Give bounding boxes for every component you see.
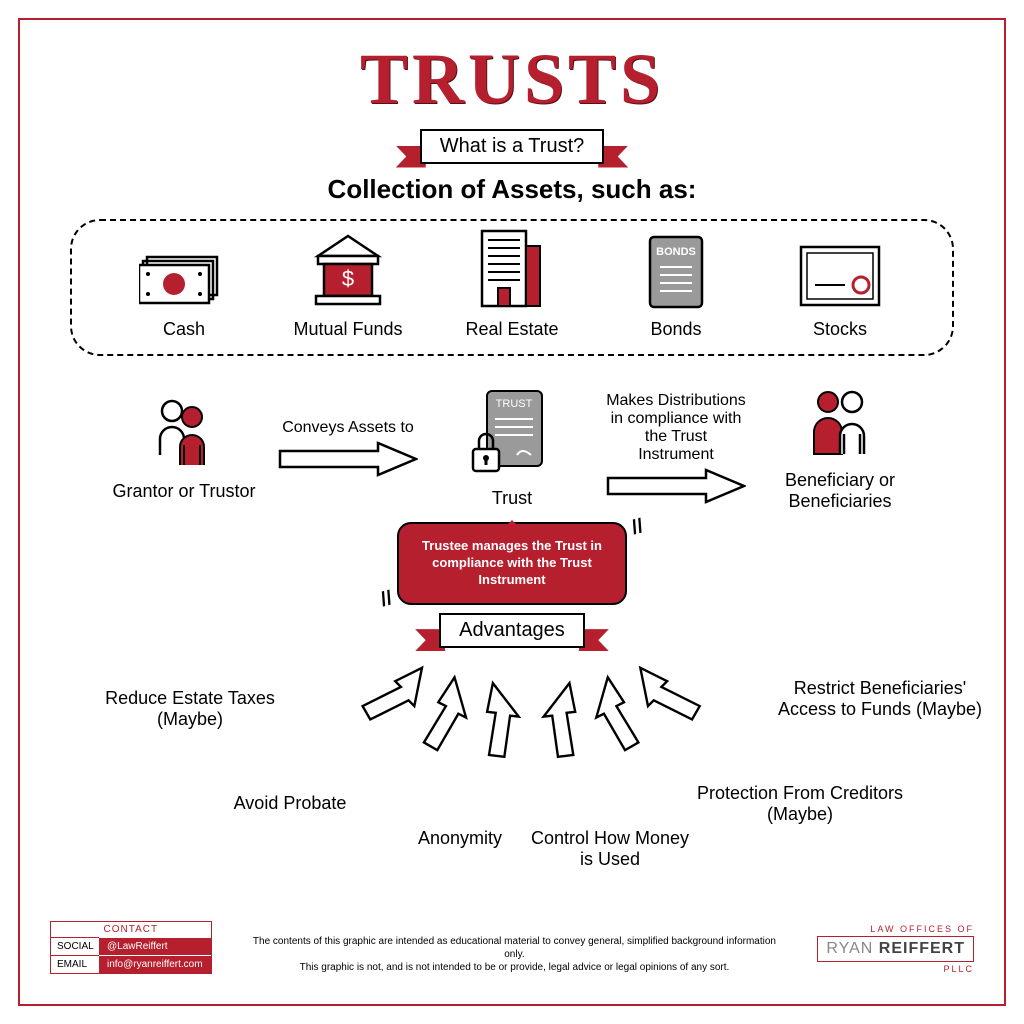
bonds-icon: BONDS	[646, 241, 706, 311]
trustee-note: Trustee manages the Trust in compliance …	[397, 522, 627, 605]
ribbon-label: Advantages	[439, 613, 585, 648]
ribbon-what-is: What is a Trust?	[396, 129, 629, 164]
building-icon	[472, 241, 552, 311]
node-trust: TRUST Trust	[428, 387, 596, 509]
node-label: Trust	[492, 488, 532, 509]
node-label: Beneficiary or Beneficiaries	[756, 470, 924, 512]
advantage-item: Restrict Beneficiaries' Access to Funds …	[770, 678, 990, 721]
flow-arrow-1: Conveys Assets to	[278, 419, 418, 477]
asset-bonds: BONDS Bonds	[594, 241, 758, 340]
logo-first-name: RYAN	[826, 940, 873, 957]
ribbon-advantages: Advantages	[415, 613, 609, 648]
arrow-right-icon	[278, 441, 418, 477]
disclaimer: The contents of this graphic are intende…	[232, 935, 798, 974]
node-beneficiary: Beneficiary or Beneficiaries	[756, 384, 924, 512]
arrow-label: Conveys Assets to	[282, 419, 414, 437]
logo-last-name: REIFFERT	[879, 940, 965, 957]
svg-text:TRUST: TRUST	[496, 398, 533, 410]
contact-title: CONTACT	[51, 922, 211, 937]
asset-real-estate: Real Estate	[430, 241, 594, 340]
trustee-bubble: // Trustee manages the Trust in complian…	[397, 522, 627, 605]
arrow-right-icon	[606, 468, 746, 504]
flow-arrow-2: Makes Distributions in compliance with t…	[606, 392, 746, 504]
contact-social-value: @LawReiffert	[99, 937, 211, 955]
asset-label: Cash	[163, 319, 205, 340]
people-icon	[800, 384, 880, 464]
advantage-item: Avoid Probate	[210, 793, 370, 815]
logo: LAW OFFICES OF RYAN REIFFERT PLLC	[817, 924, 974, 974]
advantages-area: Reduce Estate Taxes (Maybe) Avoid Probat…	[60, 658, 964, 938]
arrow-label: Makes Distributions in compliance with t…	[606, 392, 746, 464]
assets-container: Cash $ Mutual Funds	[70, 219, 954, 356]
ribbon-label: What is a Trust?	[420, 129, 605, 164]
svg-text:BONDS: BONDS	[656, 246, 696, 258]
contact-social-row: SOCIAL @LawReiffert	[51, 937, 211, 955]
node-grantor: Grantor or Trustor	[100, 395, 268, 502]
logo-top-text: LAW OFFICES OF	[817, 924, 974, 934]
contact-email-row: EMAIL info@ryanreiffert.com	[51, 955, 211, 973]
disclaimer-line-2: This graphic is not, and is not intended…	[300, 962, 730, 973]
asset-cash: Cash	[102, 241, 266, 340]
asset-label: Real Estate	[465, 319, 558, 340]
flow-row: Grantor or Trustor Conveys Assets to TRU…	[100, 384, 924, 512]
people-icon	[144, 395, 224, 475]
bank-icon: $	[308, 241, 388, 311]
main-title: TRUSTS	[20, 38, 1004, 121]
cash-icon	[139, 241, 229, 311]
asset-label: Bonds	[650, 319, 701, 340]
logo-bottom-text: PLLC	[817, 964, 974, 974]
advantage-item: Protection From Creditors (Maybe)	[690, 783, 910, 826]
advantage-item: Reduce Estate Taxes (Maybe)	[90, 688, 290, 731]
trust-doc-icon: TRUST	[467, 387, 557, 482]
motion-lines-icon: //	[378, 587, 395, 612]
contact-email-value: info@ryanreiffert.com	[99, 955, 211, 973]
advantage-item: Anonymity	[390, 828, 530, 850]
contact-box: CONTACT SOCIAL @LawReiffert EMAIL info@r…	[50, 921, 212, 974]
node-label: Grantor or Trustor	[112, 481, 255, 502]
svg-text:$: $	[342, 266, 354, 291]
contact-social-label: SOCIAL	[51, 937, 99, 955]
motion-lines-icon: //	[629, 515, 646, 540]
certificate-icon	[795, 241, 885, 311]
contact-email-label: EMAIL	[51, 955, 99, 973]
disclaimer-line-1: The contents of this graphic are intende…	[253, 936, 776, 960]
asset-label: Mutual Funds	[293, 319, 402, 340]
asset-mutual-funds: $ Mutual Funds	[266, 241, 430, 340]
asset-stocks: Stocks	[758, 241, 922, 340]
logo-name: RYAN REIFFERT	[817, 936, 974, 962]
outer-frame: TRUSTS What is a Trust? Collection of As…	[18, 18, 1006, 1006]
advantage-item: Control How Money is Used	[530, 828, 690, 871]
asset-label: Stocks	[813, 319, 867, 340]
footer: CONTACT SOCIAL @LawReiffert EMAIL info@r…	[50, 921, 974, 974]
subtitle: Collection of Assets, such as:	[20, 174, 1004, 205]
